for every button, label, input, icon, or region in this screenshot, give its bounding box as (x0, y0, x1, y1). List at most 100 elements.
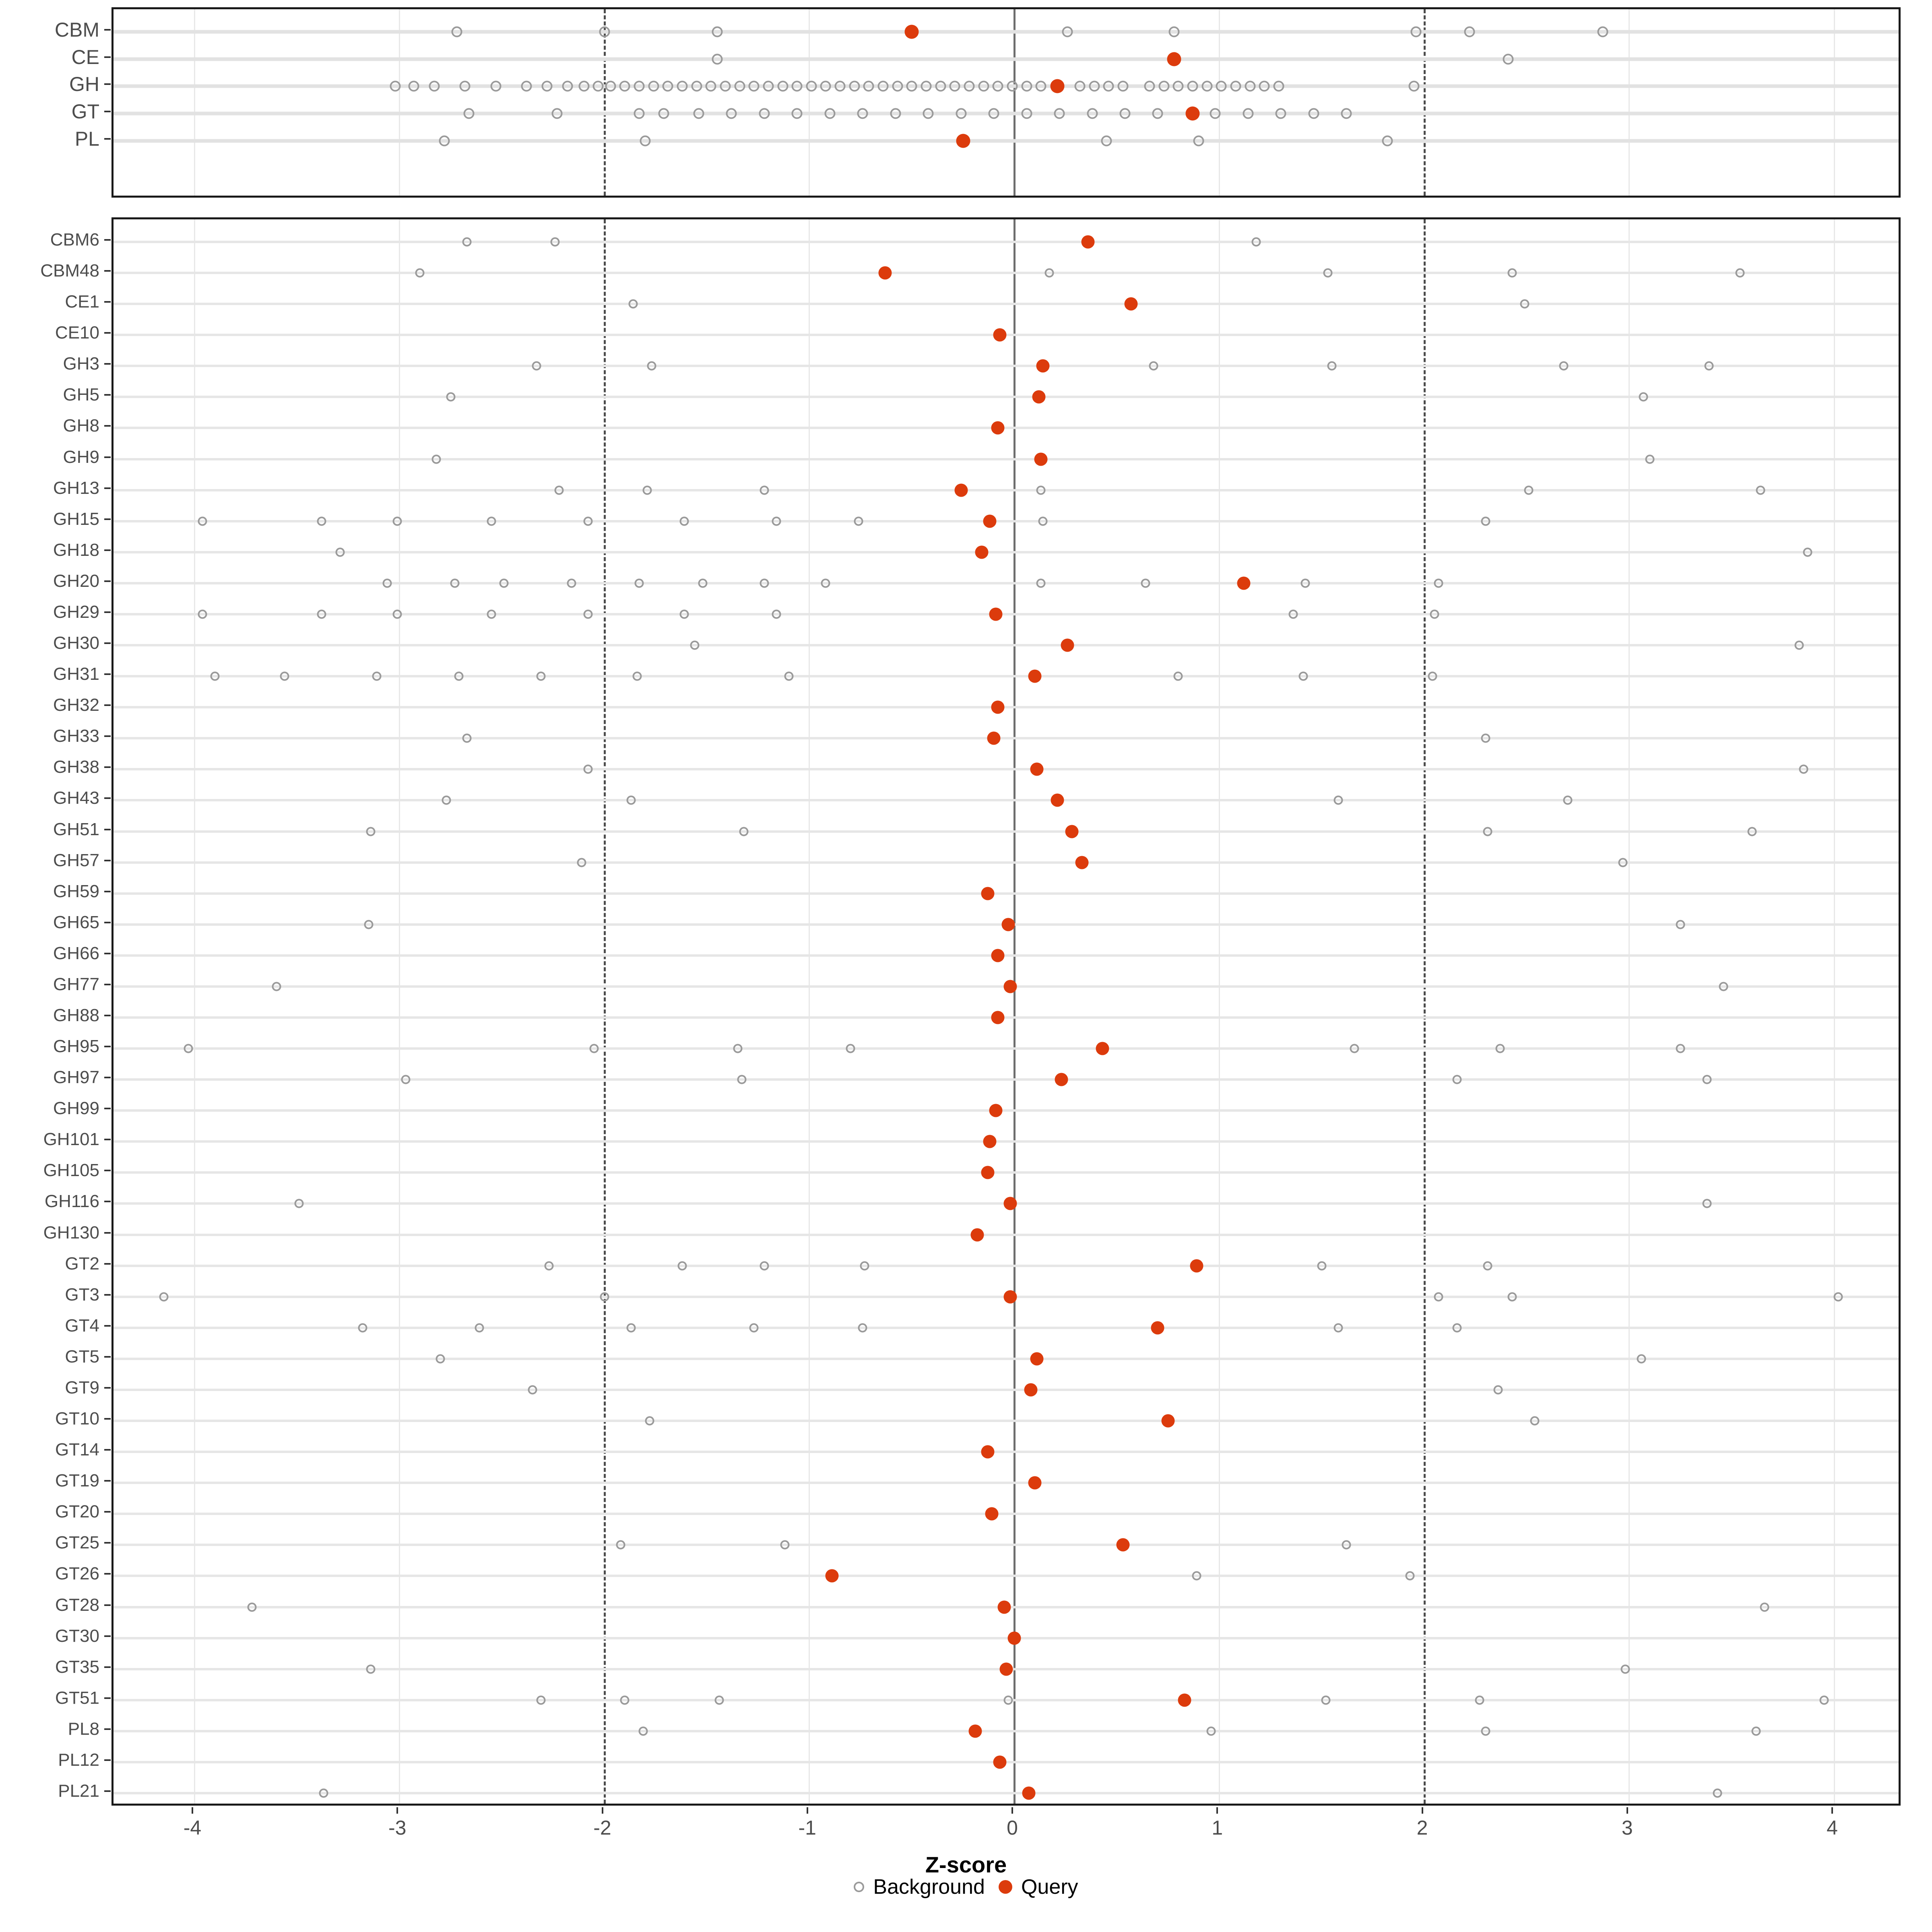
background-point (1645, 454, 1655, 464)
row-gridline (114, 706, 1899, 709)
background-point (358, 1323, 367, 1333)
row-gridline (114, 1451, 1899, 1453)
query-point (878, 266, 892, 280)
background-point (1251, 237, 1261, 247)
background-point (760, 485, 769, 495)
row-gridline (114, 241, 1899, 243)
background-point (1637, 1354, 1646, 1364)
background-point (1819, 1695, 1829, 1705)
background-point (860, 1261, 869, 1271)
row-gridline (114, 613, 1899, 615)
background-point (317, 516, 326, 526)
background-point (634, 80, 645, 92)
y-axis-tick (104, 425, 111, 427)
y-axis-label-gt3: GT3 (65, 1284, 99, 1305)
background-point (1158, 80, 1170, 92)
background-point (677, 1261, 687, 1271)
background-point (1216, 80, 1227, 92)
y-axis-tick (104, 301, 111, 303)
background-point (748, 80, 760, 92)
row-gridline (114, 303, 1899, 305)
query-point (1178, 1693, 1191, 1707)
y-axis-tick (104, 704, 111, 706)
background-point (499, 578, 509, 588)
row-gridline (114, 139, 1899, 143)
background-point (583, 764, 593, 774)
gridline-vertical (398, 9, 400, 196)
background-point (640, 135, 651, 147)
query-point (970, 1228, 984, 1242)
background-point (733, 1044, 742, 1053)
query-point (997, 1600, 1011, 1614)
legend-label-background: Background (873, 1875, 985, 1899)
background-point (658, 108, 669, 119)
background-point (956, 108, 967, 119)
background-point (1308, 108, 1319, 119)
query-point (985, 1507, 999, 1521)
y-axis-tick (104, 1790, 111, 1792)
background-point (198, 609, 207, 619)
background-point (964, 80, 975, 92)
y-axis-tick (104, 797, 111, 799)
background-point (1036, 578, 1046, 588)
x-axis-tick-label: 0 (1007, 1816, 1018, 1839)
background-point (846, 1044, 855, 1053)
query-point (991, 421, 1005, 435)
background-point (791, 80, 803, 92)
x-axis-tick-label: -4 (183, 1816, 202, 1839)
x-axis-tick-label: -1 (798, 1816, 816, 1839)
background-point (382, 578, 392, 588)
y-axis-label-gh97: GH97 (53, 1067, 99, 1088)
legend-label-query: Query (1021, 1875, 1078, 1899)
row-gridline (114, 111, 1899, 116)
y-axis-tick (104, 549, 111, 551)
query-point (981, 1445, 995, 1459)
background-point (1464, 26, 1475, 37)
background-point (335, 547, 345, 557)
background-point (532, 361, 541, 371)
filled-circle-icon (998, 1880, 1012, 1894)
y-axis-label-pl12: PL12 (58, 1750, 99, 1770)
y-axis-tick (104, 1077, 111, 1079)
y-axis-tick (104, 983, 111, 985)
background-point (1273, 80, 1284, 92)
gridline-vertical (1833, 219, 1835, 1804)
background-point (1620, 1664, 1630, 1674)
background-point (978, 80, 989, 92)
row-gridline (114, 1544, 1899, 1546)
gridline-vertical (194, 219, 195, 1804)
background-point (1187, 80, 1198, 92)
threshold-reference-line (1424, 219, 1426, 1804)
row-gridline (114, 1792, 1899, 1794)
background-point (626, 1323, 636, 1333)
threshold-reference-line (604, 219, 606, 1804)
background-point (645, 1416, 654, 1426)
background-point (760, 578, 769, 588)
gridline-vertical (194, 9, 195, 196)
y-axis-tick (104, 580, 111, 582)
y-axis-tick (104, 1604, 111, 1606)
background-point (988, 108, 999, 119)
row-gridline (114, 1575, 1899, 1577)
background-point (1563, 795, 1573, 805)
y-axis-label-gh116: GH116 (44, 1191, 99, 1212)
background-point (1230, 80, 1241, 92)
background-point (1481, 733, 1490, 743)
query-point (991, 1011, 1005, 1024)
query-point (1116, 1538, 1130, 1552)
background-point (431, 454, 441, 464)
y-axis-tick (104, 394, 111, 396)
legend: Background Query (0, 1876, 1932, 1897)
background-point (415, 268, 425, 278)
background-point (1676, 920, 1685, 929)
background-point (1243, 108, 1254, 119)
row-gridline (114, 458, 1899, 460)
query-point (1024, 1383, 1038, 1397)
gridline-vertical (398, 219, 400, 1804)
background-point (436, 1354, 445, 1364)
row-gridline (114, 954, 1899, 957)
background-point (616, 1540, 625, 1550)
background-point (737, 1075, 747, 1084)
y-axis-tick (104, 1511, 111, 1513)
